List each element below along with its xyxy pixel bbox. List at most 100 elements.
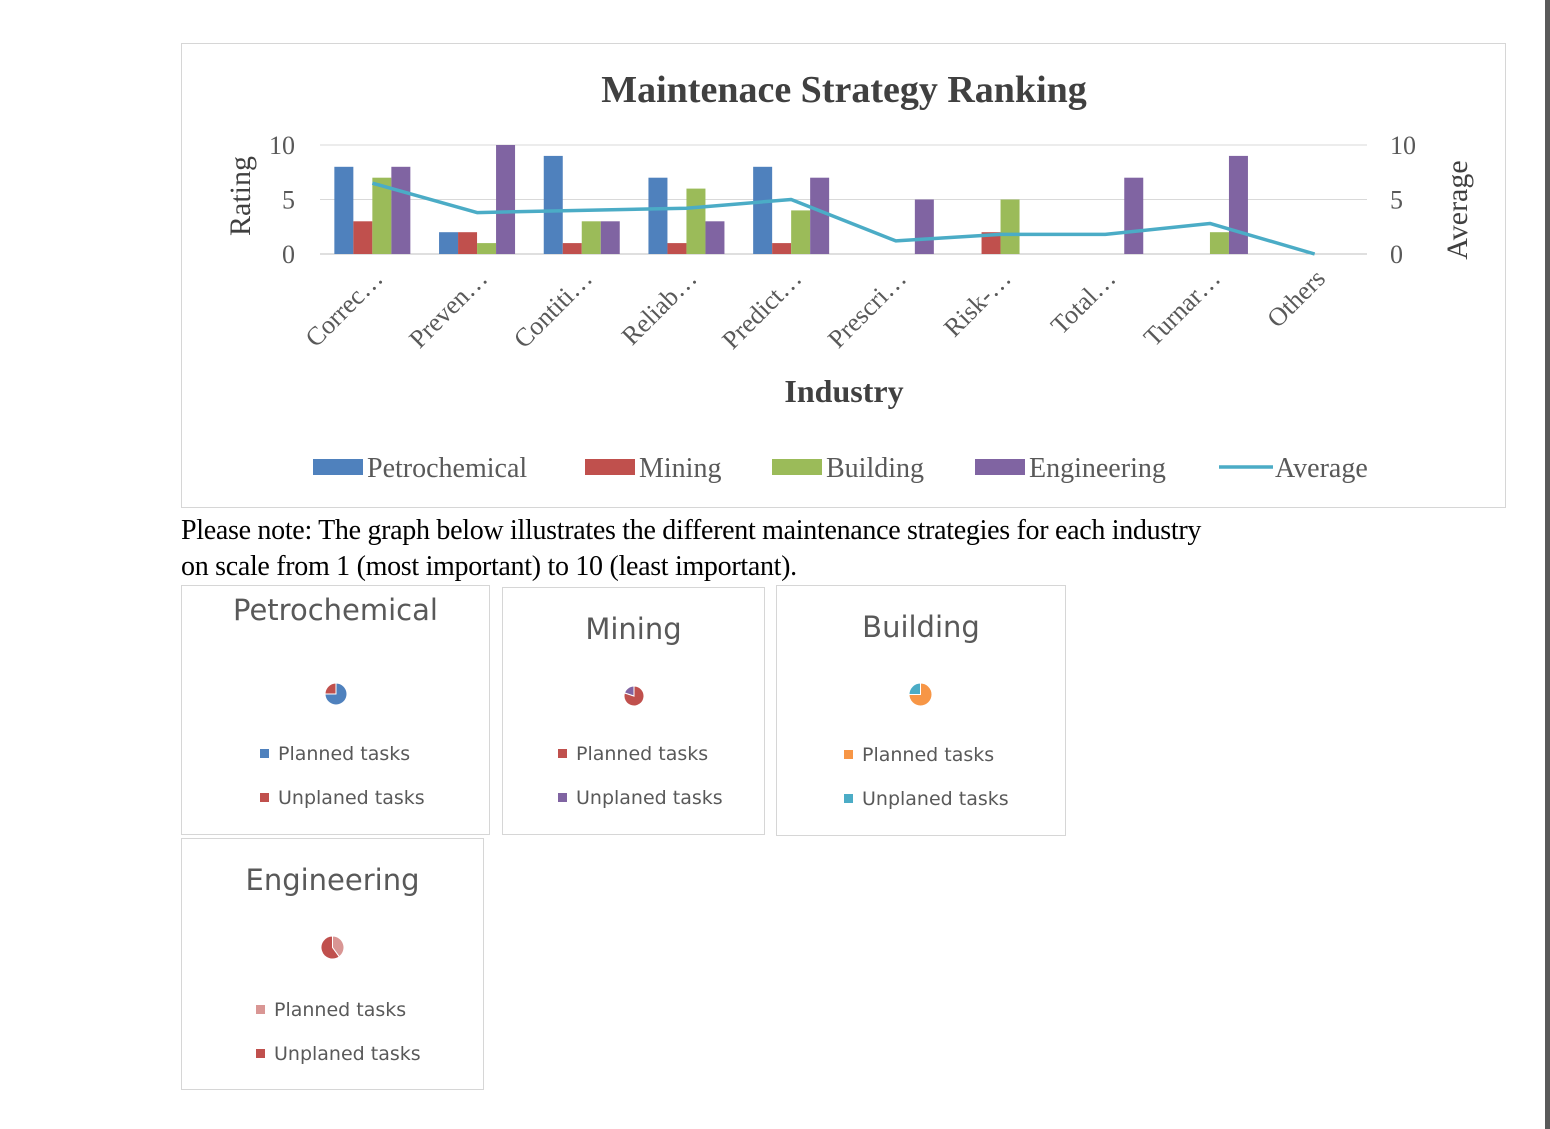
legend-item-engineering: Engineering	[975, 453, 1166, 484]
legend-label: Mining	[639, 453, 721, 484]
bar-petrochemical	[753, 166, 773, 254]
average-line	[371, 181, 1316, 256]
bar-building	[686, 188, 706, 254]
legend-swatch	[260, 793, 269, 802]
bar-engineering	[391, 166, 411, 254]
bar-engineering	[496, 145, 516, 254]
bar-mining	[981, 232, 1001, 254]
legend-swatch	[772, 459, 822, 475]
pie-slice	[324, 682, 348, 706]
pie-slice	[623, 685, 645, 707]
legend-label: Planned tasks	[274, 999, 407, 1021]
pie-title: Engineering	[245, 863, 420, 897]
pie-chart-building: Building Planned tasks Unplaned tasks	[776, 585, 1066, 836]
pie-slice	[332, 935, 345, 958]
pie-graphic	[324, 682, 348, 706]
legend-item: Unplaned tasks	[558, 787, 723, 809]
bar-petrochemical	[543, 155, 563, 254]
pie-graphic	[320, 935, 345, 960]
legend-item: Planned tasks	[844, 744, 994, 766]
x-axis-label: Industry	[784, 373, 903, 409]
note-line-2: on scale from 1 (most important) to 10 (…	[181, 551, 797, 582]
x-tick-label: Contiti…	[508, 264, 598, 354]
bar-engineering	[1228, 155, 1248, 254]
legend-item: Unplaned tasks	[256, 1043, 421, 1065]
legend-item: Unplaned tasks	[844, 788, 1009, 810]
y-tick-label-right: 5	[1390, 186, 1403, 215]
y-tick-label-right: 0	[1390, 240, 1403, 269]
legend-swatch	[558, 793, 567, 802]
x-tick-label: Correc…	[300, 264, 389, 353]
x-tick-label: Total…	[1045, 264, 1121, 340]
bar-building	[791, 210, 811, 254]
legend-item-building: Building	[772, 453, 924, 484]
legend-label: Engineering	[1029, 453, 1166, 484]
legend-item-mining: Mining	[585, 453, 721, 484]
legend-swatch	[558, 749, 567, 758]
legend-item: Planned tasks	[558, 743, 708, 765]
pie-chart-petrochemical: Petrochemical Planned tasks Unplaned tas…	[181, 585, 490, 835]
chart-canvas: Maintenace Strategy Ranking Rating Avera…	[224, 69, 1474, 484]
pie-graphic	[623, 685, 645, 707]
legend-swatch	[975, 459, 1025, 475]
bar-mining	[772, 243, 792, 254]
pie-slice	[908, 682, 921, 695]
pie-chart-engineering: Engineering Planned tasks Unplaned tasks	[181, 838, 484, 1090]
legend-label: Planned tasks	[862, 744, 995, 766]
y-axis-label-right: Average	[1441, 160, 1474, 259]
pie-slice	[623, 685, 635, 697]
bar-mining	[458, 232, 478, 254]
legend-item-average: Average	[1219, 453, 1368, 484]
legend-swatch	[844, 750, 853, 759]
bar-engineering	[600, 221, 620, 254]
legend-swatch	[260, 749, 269, 758]
legend-label: Unplaned tasks	[576, 787, 723, 809]
bar-mining	[667, 243, 687, 254]
pie-graphic	[908, 682, 933, 707]
pie-title: Mining	[585, 612, 682, 646]
legend-swatch	[585, 459, 635, 475]
bar-engineering	[705, 221, 725, 254]
x-tick-label: Prescri…	[822, 264, 912, 354]
legend-swatch	[313, 459, 363, 475]
legend-label: Average	[1275, 453, 1368, 484]
bar-petrochemical	[334, 166, 354, 254]
legend-swatch	[256, 1005, 265, 1014]
legend-label: Planned tasks	[576, 743, 709, 765]
x-tick-label: Preven…	[403, 264, 493, 354]
chart-note: Please note: The graph below illustrates…	[181, 513, 1421, 585]
x-tick-label: Risk-…	[938, 264, 1017, 343]
x-tick-label: Turnar…	[1138, 264, 1226, 352]
pie-slice	[324, 682, 337, 695]
bar-building	[1209, 232, 1229, 254]
pie-title: Petrochemical	[233, 593, 438, 627]
bar-engineering	[1124, 177, 1144, 254]
legend-swatch	[844, 794, 853, 803]
x-tick-label: Predict…	[716, 264, 807, 355]
bar-petrochemical	[648, 177, 668, 254]
legend-label: Unplaned tasks	[274, 1043, 421, 1065]
bar-engineering	[810, 177, 830, 254]
note-line-1: Please note: The graph below illustrates…	[181, 515, 1202, 546]
legend-item: Unplaned tasks	[260, 787, 425, 809]
bar-building	[581, 221, 601, 254]
bar-mining	[562, 243, 582, 254]
legend-label: Unplaned tasks	[278, 787, 425, 809]
bar-building	[477, 243, 497, 254]
pie-chart-mining: Mining Planned tasks Unplaned tasks	[502, 587, 765, 835]
y-tick-label-right: 10	[1390, 131, 1416, 160]
bar-mining	[353, 221, 373, 254]
y-axis-label-left: Rating	[224, 156, 257, 236]
pie-slice	[908, 682, 933, 707]
pie-title: Building	[862, 610, 980, 644]
pie-slice	[320, 935, 340, 960]
legend-label: Petrochemical	[367, 453, 527, 484]
window-edge	[1545, 0, 1550, 1129]
x-tick-label: Others	[1261, 264, 1331, 334]
x-tick-label: Reliab…	[616, 264, 703, 351]
legend-item: Planned tasks	[256, 999, 406, 1021]
legend-swatch	[256, 1049, 265, 1058]
y-tick-label-left: 5	[282, 186, 295, 215]
bar-building	[1000, 199, 1020, 254]
chart-title: Maintenace Strategy Ranking	[601, 69, 1087, 111]
